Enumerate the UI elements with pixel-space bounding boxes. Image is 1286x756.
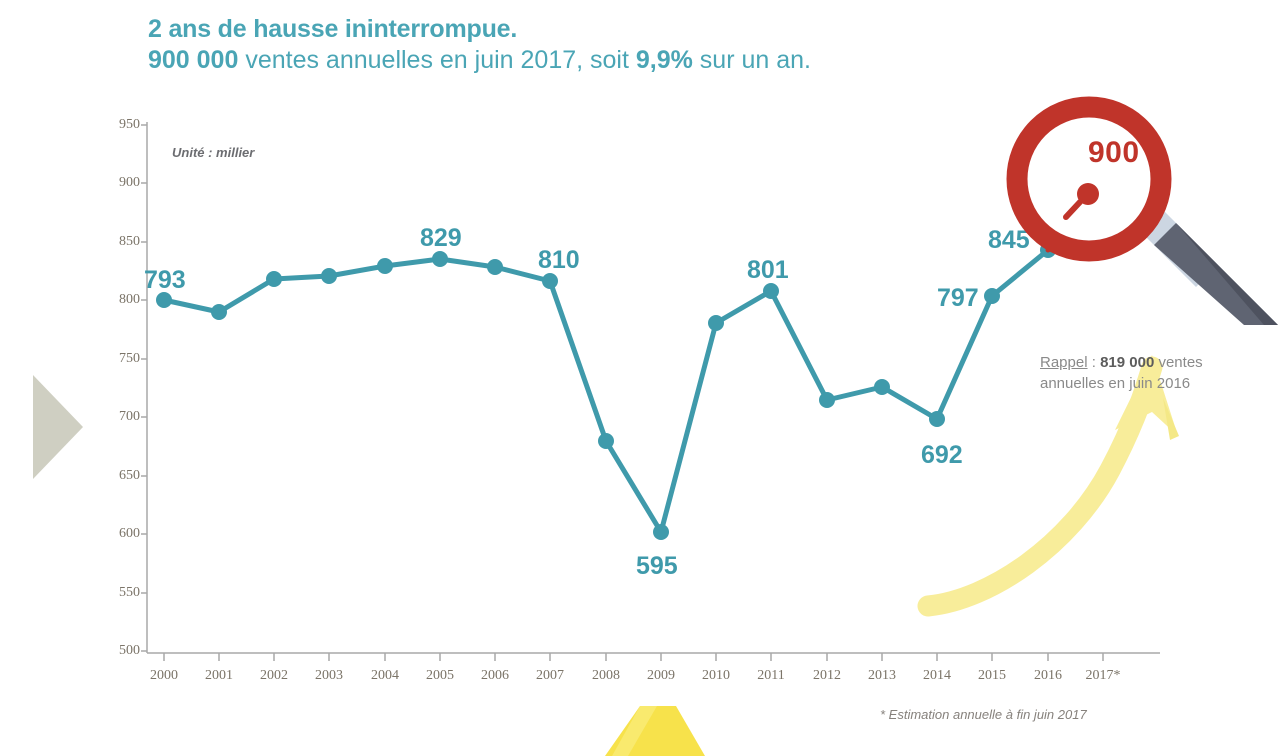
rappel-annotation: Rappel : 819 000 ventes annuelles en jui…	[1040, 352, 1255, 394]
x-axis-label-2016: 2016	[1034, 668, 1062, 683]
x-tick-marks	[163, 653, 1104, 661]
y-axis-label-650: 650	[119, 468, 140, 483]
series-point-markers	[156, 242, 1056, 540]
x-axis-label-2010: 2010	[702, 668, 730, 683]
unit-note: Unité : millier	[172, 145, 255, 160]
value-label-2015: 797	[937, 284, 979, 312]
headline-line-2-mid: ventes annuelles en juin 2017, soit	[238, 46, 636, 74]
series-line-ventes	[161, 183, 1106, 535]
value-label-2016: 845	[988, 226, 1030, 254]
value-label-2005: 829	[420, 224, 462, 252]
rappel-separator: :	[1087, 354, 1101, 371]
magnifier-value-900: 900	[1088, 136, 1140, 169]
y-axis-label-750: 750	[119, 351, 140, 366]
y-axis-label-950: 950	[119, 117, 140, 132]
x-axis-label-2017: 2017*	[1085, 668, 1121, 683]
x-axis-label-2006: 2006	[481, 668, 509, 683]
x-axis-label-2008: 2008	[592, 668, 620, 683]
y-axis-label-550: 550	[119, 585, 140, 600]
yellow-growth-arrow	[917, 355, 1179, 617]
x-axis-label-2007: 2007	[536, 668, 564, 683]
x-axis-label-2004: 2004	[371, 668, 399, 683]
headline-sales-figure: 900 000	[148, 46, 239, 74]
headline-percent: 9,9%	[635, 46, 693, 74]
value-label-2007: 810	[538, 246, 580, 274]
x-axis-label-2009: 2009	[647, 668, 675, 683]
value-label-2000: 793	[144, 266, 186, 294]
footnote-estimation: * Estimation annuelle à fin juin 2017	[880, 707, 1087, 722]
y-axis-label-500: 500	[119, 643, 140, 658]
headline-line-2-post: sur un an.	[692, 46, 811, 74]
x-axis-label-2013: 2013	[868, 668, 896, 683]
value-label-2014: 692	[921, 441, 963, 469]
x-axis-label-2002: 2002	[260, 668, 288, 683]
y-axis-label-700: 700	[119, 409, 140, 424]
rappel-rest: ventes annuelles en juin 2016	[1040, 354, 1203, 392]
headline-line-2: 900 000 ventes annuelles en juin 2017, s…	[148, 45, 1148, 76]
y-axis-label-600: 600	[119, 526, 140, 541]
x-axis-label-2015: 2015	[978, 668, 1006, 683]
left-arrow-decoration	[33, 375, 83, 479]
x-axis-label-2012: 2012	[813, 668, 841, 683]
headline-line-1: 2 ans de hausse ininterrompue.	[148, 15, 518, 43]
y-axis-label-800: 800	[119, 292, 140, 307]
rappel-word: Rappel	[1040, 354, 1088, 371]
x-axis-label-2005: 2005	[426, 668, 454, 683]
value-label-2009: 595	[636, 552, 678, 580]
x-axis-label-2014: 2014	[923, 668, 951, 683]
x-axis-label-2000: 2000	[150, 668, 178, 683]
value-label-2011: 801	[747, 256, 789, 284]
rappel-amount: 819 000	[1100, 354, 1155, 371]
yellow-bottom-shape	[605, 706, 705, 756]
y-axis-label-850: 850	[119, 234, 140, 249]
x-axis-label-2011: 2011	[757, 668, 785, 683]
headline-block: 2 ans de hausse ininterrompue. 900 000 v…	[148, 14, 1148, 76]
y-tick-marks	[141, 124, 147, 652]
y-axis-label-900: 900	[119, 175, 140, 190]
x-axis-label-2001: 2001	[205, 668, 233, 683]
x-axis-label-2003: 2003	[315, 668, 343, 683]
